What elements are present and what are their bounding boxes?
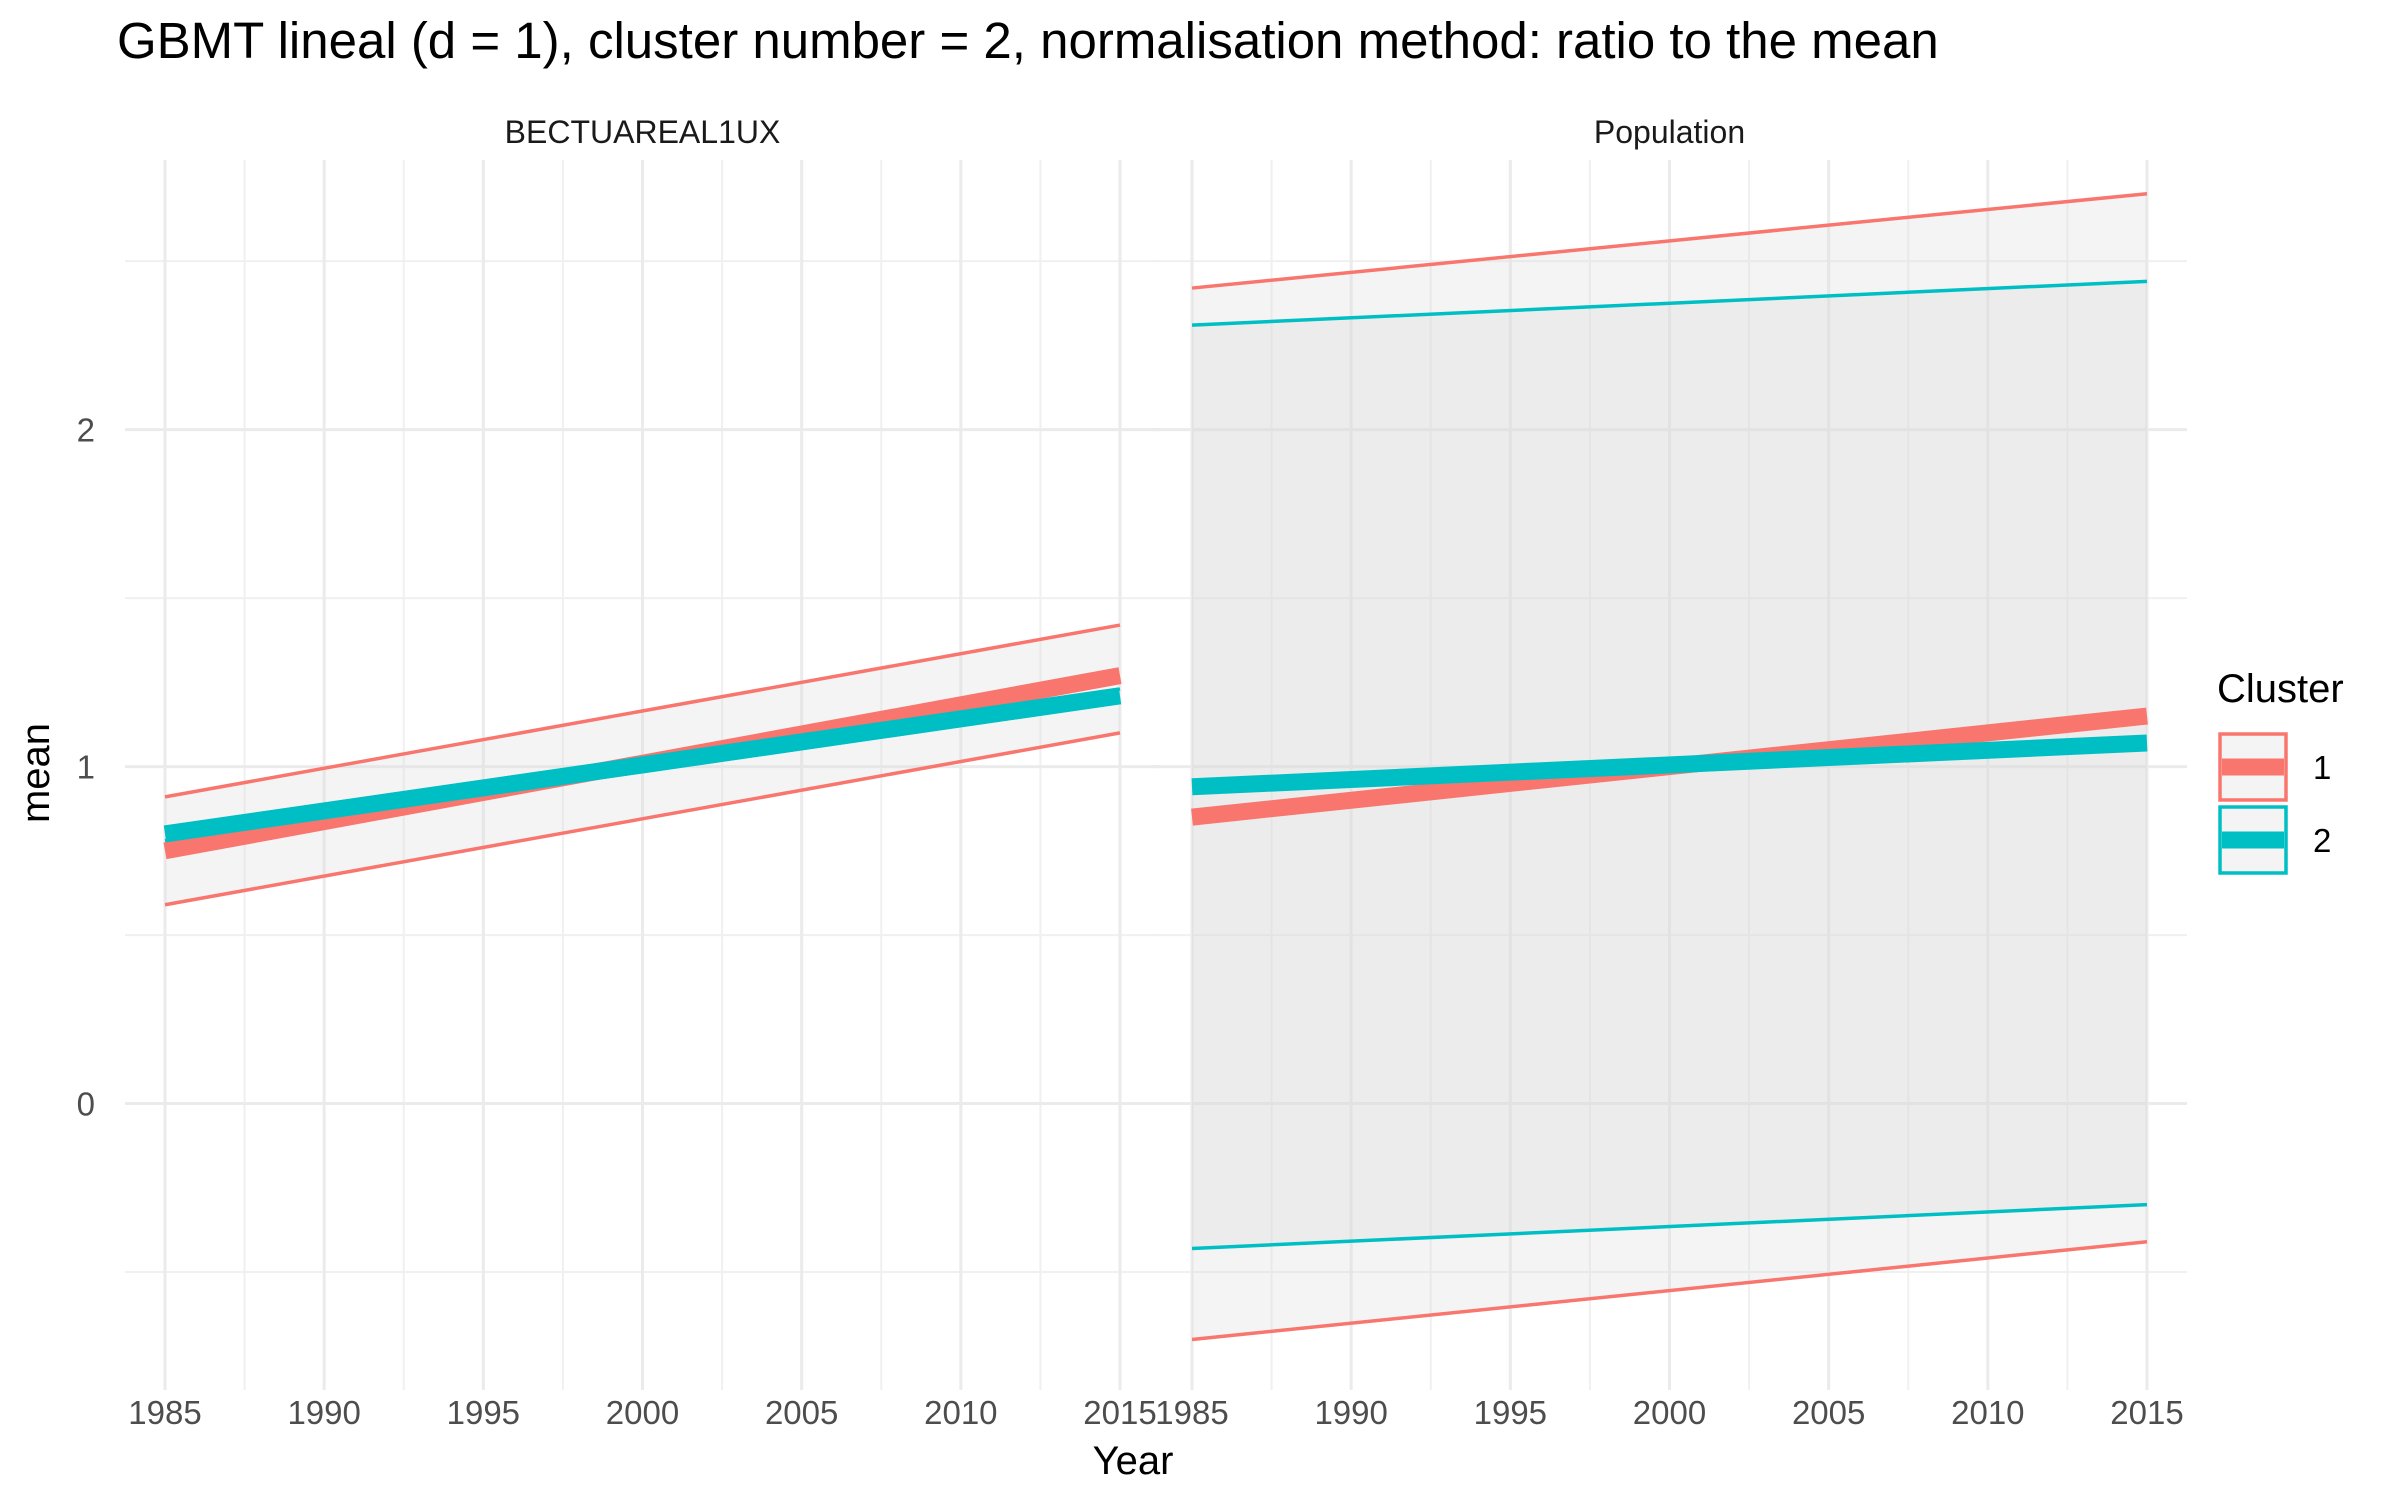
x-tick-label-1990: 1990 [287,1394,360,1431]
upper-bound-cluster-2 [1191,279,2148,327]
legend-label-2: 2 [2313,822,2331,859]
lower-bound-cluster-2 [1191,1202,2148,1251]
x-tick-label-1995: 1995 [1474,1394,1547,1431]
y-tick-label-0: 0 [77,1086,95,1123]
x-tick-label-2010: 2010 [1951,1394,2024,1431]
x-axis-title: Year [1093,1439,1174,1483]
legend-keys: 12 [2218,732,2331,875]
x-tick-label-2015: 2015 [1083,1394,1156,1431]
legend-item-2: 2 [2218,805,2331,875]
lower-bound-cluster-1 [164,731,1121,907]
upper-bound-cluster-1 [164,623,1121,799]
chart-title: GBMT lineal (d = 1), cluster number = 2,… [117,12,1939,69]
x-tick-label-1985: 1985 [128,1394,201,1431]
x-tick-label-2000: 2000 [606,1394,679,1431]
y-tick-label-1: 1 [77,749,95,786]
x-tick-label-2005: 2005 [1792,1394,1865,1431]
facet-panel-2: Population 1985 1990 1995 2000 2005 2010 2015 [1152,114,2187,1431]
x-tick-label-1990: 1990 [1314,1394,1387,1431]
x-tick-label-2010: 2010 [924,1394,997,1431]
major-gridlines [125,160,1160,1390]
y-axis-title: mean [14,723,58,823]
legend-title: Cluster [2217,667,2344,711]
mean-line-cluster-2 [1191,734,2148,796]
y-tick-label-2: 2 [77,412,95,449]
upper-bound-cluster-1 [1191,191,2148,290]
lower-bound-cluster-1 [1191,1239,2148,1342]
x-tick-label-1985: 1985 [1155,1394,1228,1431]
legend-item-1: 1 [2218,732,2331,802]
legend-label-1: 1 [2313,749,2331,786]
x-tick-label-2015: 2015 [2110,1394,2183,1431]
strip-label-2: Population [1594,114,1745,150]
x-tick-label-1995: 1995 [447,1394,520,1431]
major-gridlines [1152,160,2187,1390]
mean-line-cluster-2 [163,687,1122,843]
x-tick-label-2005: 2005 [765,1394,838,1431]
x-tick-label-2000: 2000 [1633,1394,1706,1431]
strip-label-1: BECTUAREAL1UX [505,114,781,150]
legend: Cluster 12 [2217,667,2344,875]
